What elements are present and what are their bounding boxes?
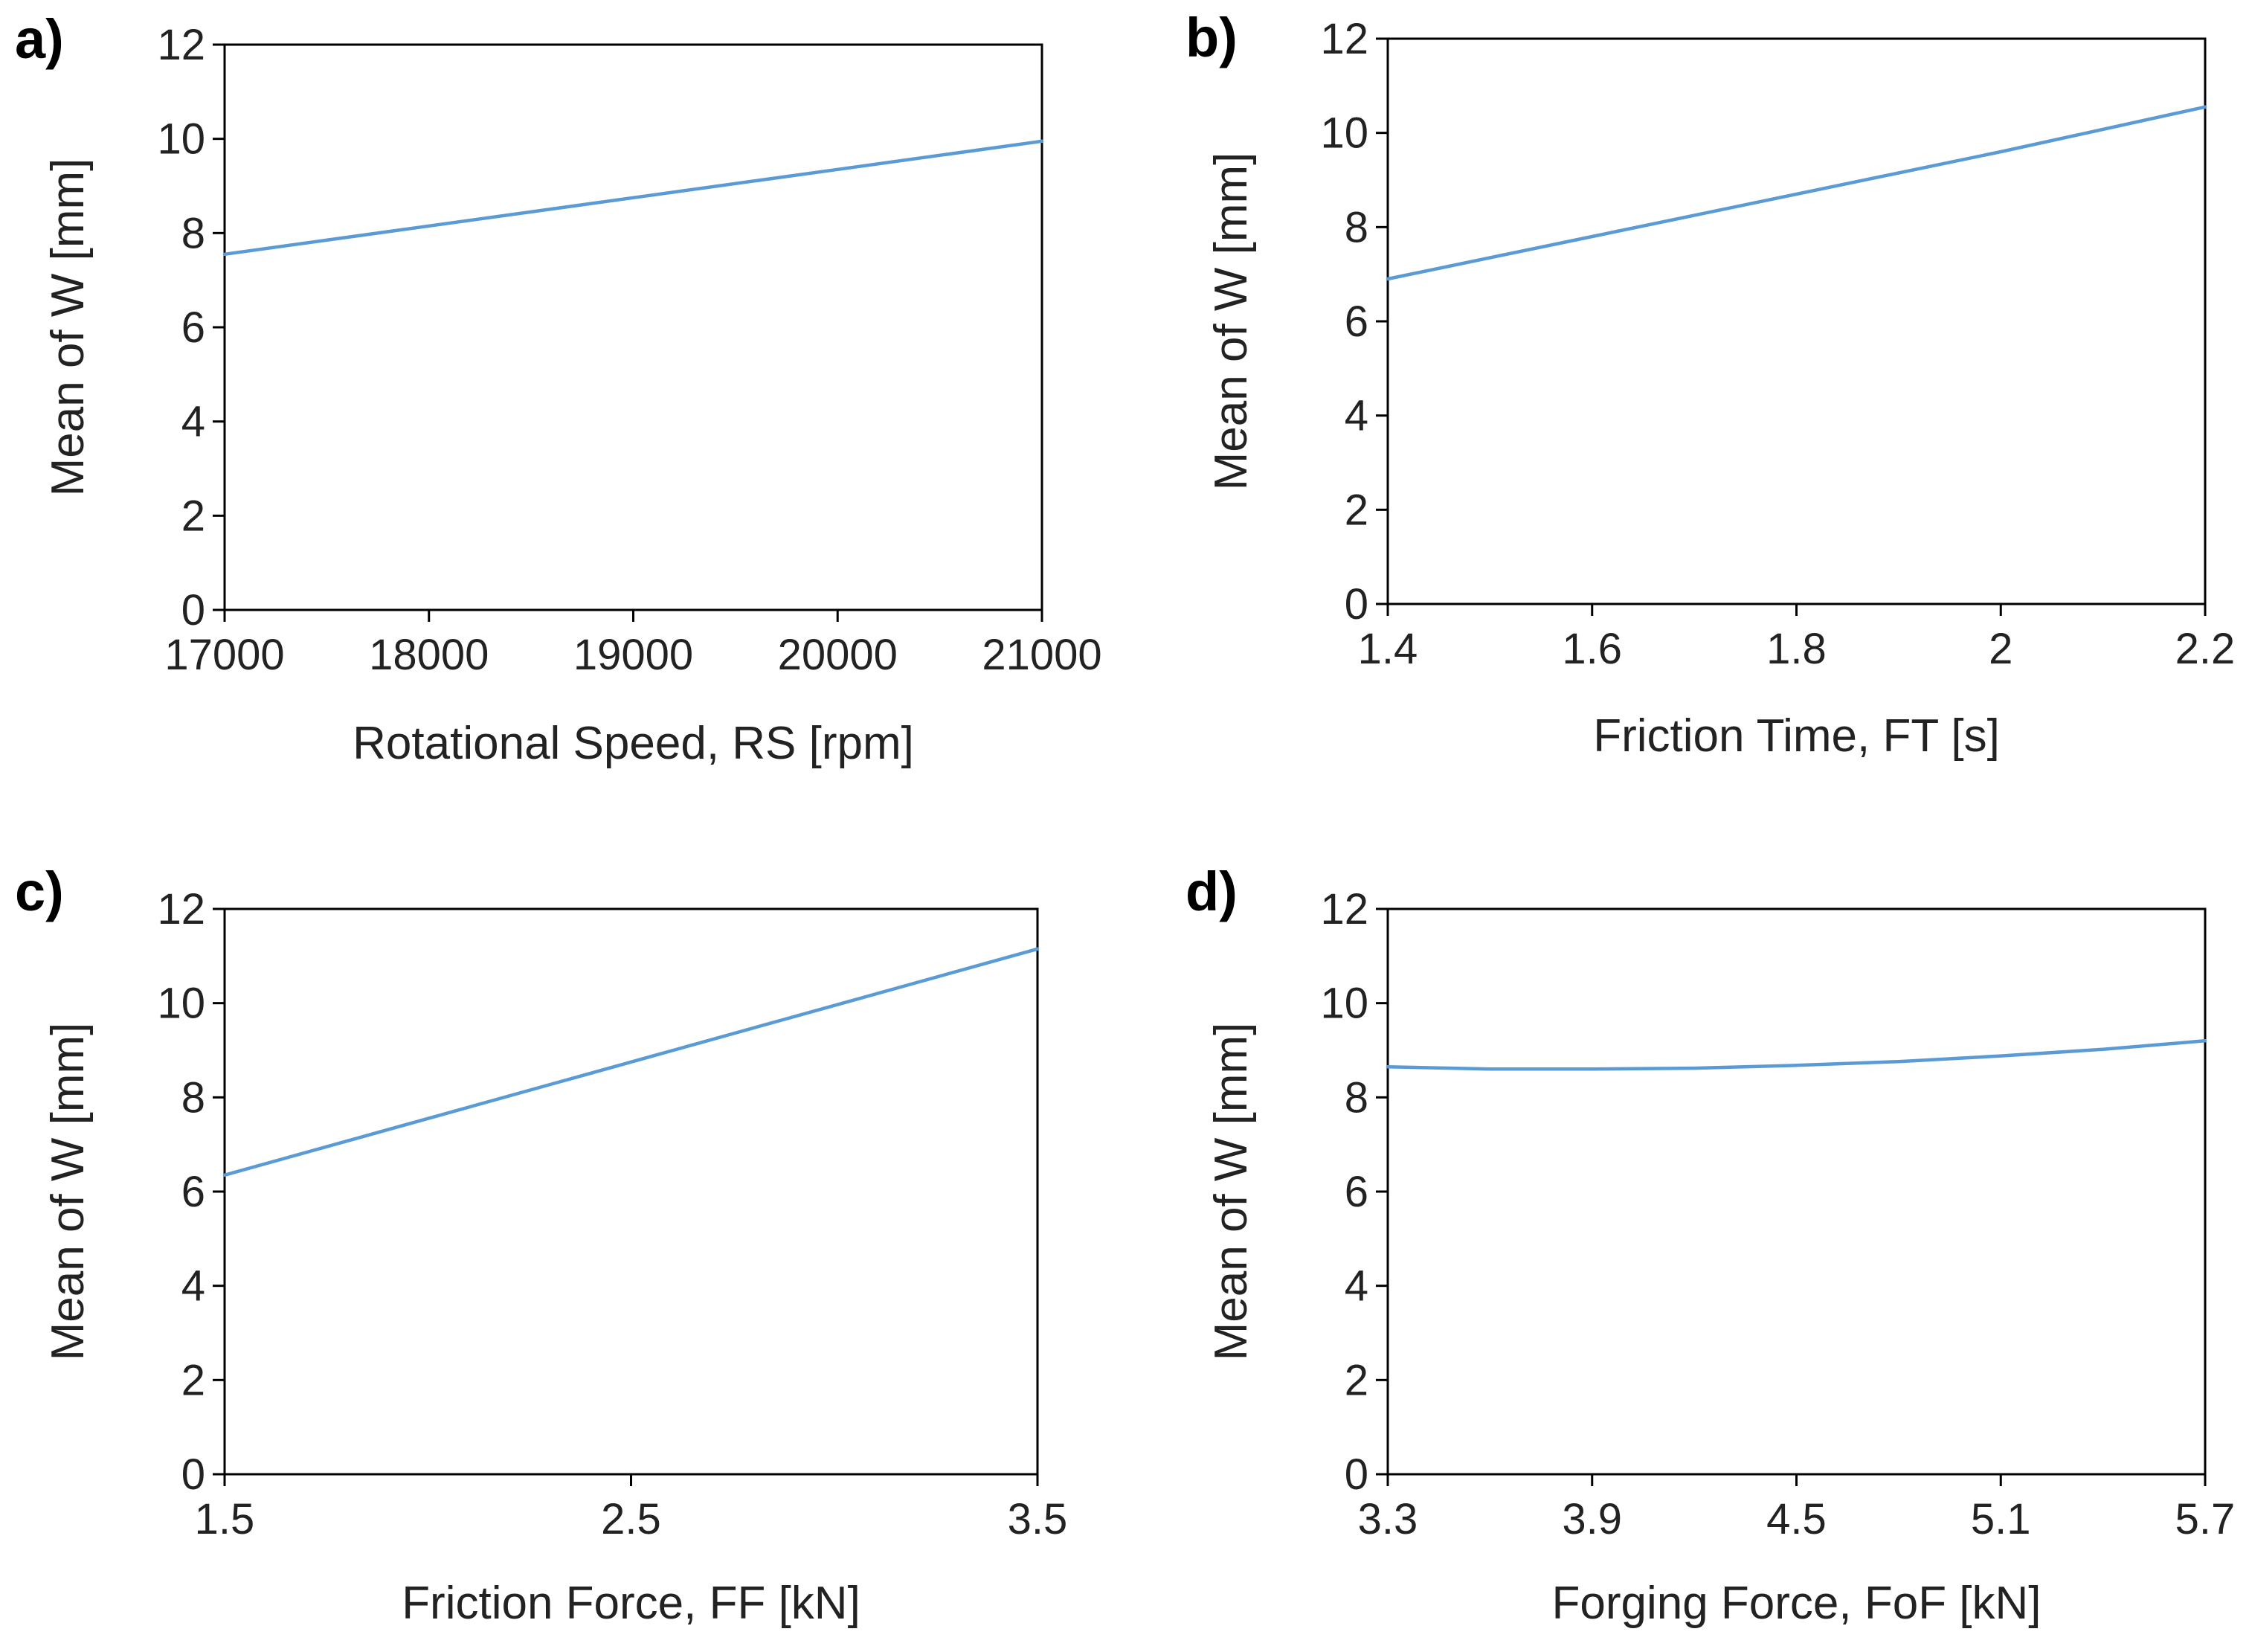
x-tick-label: 21000 — [982, 631, 1101, 679]
x-tick-label: 19000 — [573, 631, 693, 679]
y-tick-label: 4 — [181, 398, 205, 446]
y-tick-label: 12 — [157, 885, 205, 933]
x-axis-title: Rotational Speed, RS [rpm] — [353, 718, 914, 769]
y-tick-label: 4 — [1345, 392, 1368, 440]
y-tick-label: 2 — [181, 492, 205, 540]
plot-frame — [1386, 37, 2207, 605]
x-tick-label: 18000 — [369, 631, 489, 679]
chart-panel-1: 0 2 4 6 8 10 12 17000 18000 19000 20000 21000 Rotati… — [15, 8, 1102, 769]
x-axis-title: Friction Time, FT [s] — [1593, 710, 2000, 762]
panel-label: a) — [15, 8, 64, 70]
y-tick-label: 8 — [1345, 203, 1368, 251]
y-tick-label: 0 — [181, 1450, 205, 1499]
y-tick-label: 10 — [157, 980, 205, 1028]
y-axis-title: Mean of W [mm] — [42, 158, 94, 497]
series-line-1 — [1386, 1039, 2207, 1071]
x-tick-label: 5.1 — [1971, 1495, 2031, 1543]
x-tick-label: 2.2 — [2175, 625, 2236, 673]
x-tick-label: 3.9 — [1562, 1495, 1622, 1543]
x-tick-label: 1.5 — [195, 1495, 255, 1543]
y-tick-label: 6 — [181, 1168, 205, 1216]
chart-panel-3: 0 2 4 6 8 10 12 1.5 2.5 3.5 Friction Force, FF [kN… — [15, 861, 1067, 1629]
panel-label: b) — [1185, 7, 1238, 68]
chart-panel-2: 0 2 4 6 8 10 12 1.4 1.6 1.8 2 2.2 Friction Time, FT … — [1185, 7, 2235, 762]
chart-panel-4: 0 2 4 6 8 10 12 3.3 3.9 4.5 5.1 5.7 Forging Force, F… — [1185, 861, 2235, 1629]
y-tick-label: 0 — [181, 586, 205, 634]
panel-label: c) — [15, 861, 64, 922]
y-tick-label: 0 — [1345, 580, 1368, 629]
y-axis-title: Mean of W [mm] — [1206, 152, 1257, 491]
y-tick-label: 2 — [181, 1356, 205, 1404]
y-tick-label: 10 — [1320, 109, 1368, 158]
y-tick-label: 10 — [157, 115, 205, 164]
x-tick-label: 2 — [1989, 625, 2012, 673]
y-tick-label: 12 — [1320, 885, 1368, 933]
y-tick-label: 4 — [181, 1262, 205, 1311]
plot-frame — [223, 907, 1039, 1476]
x-axis-title: Friction Force, FF [kN] — [402, 1578, 860, 1629]
y-tick-label: 12 — [157, 21, 205, 69]
x-tick-label: 3.5 — [1008, 1495, 1068, 1543]
series-line-1 — [222, 947, 1040, 1177]
y-tick-label: 6 — [1345, 1168, 1368, 1216]
y-tick-label: 2 — [1345, 1356, 1368, 1404]
y-tick-label: 8 — [181, 1073, 205, 1122]
x-axis-title: Forging Force, FoF [kN] — [1551, 1578, 2041, 1629]
x-tick-label: 1.4 — [1358, 625, 1418, 673]
series-line-1 — [1386, 105, 2207, 281]
plot-frame — [223, 43, 1043, 611]
x-tick-label: 20000 — [778, 631, 898, 679]
y-tick-label: 2 — [1345, 486, 1368, 534]
x-tick-label: 1.6 — [1562, 625, 1622, 673]
y-tick-label: 4 — [1345, 1262, 1368, 1311]
series-line-1 — [222, 139, 1044, 257]
y-tick-label: 6 — [1345, 298, 1368, 346]
x-tick-label: 2.5 — [601, 1495, 661, 1543]
y-tick-label: 0 — [1345, 1450, 1368, 1499]
x-tick-label: 5.7 — [2175, 1495, 2236, 1543]
y-tick-label: 12 — [1320, 15, 1368, 63]
y-axis-title: Mean of W [mm] — [1206, 1023, 1257, 1361]
x-tick-label: 3.3 — [1358, 1495, 1418, 1543]
x-tick-label: 4.5 — [1766, 1495, 1827, 1543]
y-tick-label: 8 — [181, 209, 205, 257]
y-tick-label: 8 — [1345, 1073, 1368, 1122]
y-tick-label: 6 — [181, 303, 205, 352]
panel-label: d) — [1185, 861, 1238, 922]
x-tick-label: 17000 — [164, 631, 284, 679]
x-tick-label: 1.8 — [1766, 625, 1827, 673]
y-tick-label: 10 — [1320, 980, 1368, 1028]
y-axis-title: Mean of W [mm] — [42, 1023, 94, 1361]
plot-frame — [1386, 907, 2207, 1476]
